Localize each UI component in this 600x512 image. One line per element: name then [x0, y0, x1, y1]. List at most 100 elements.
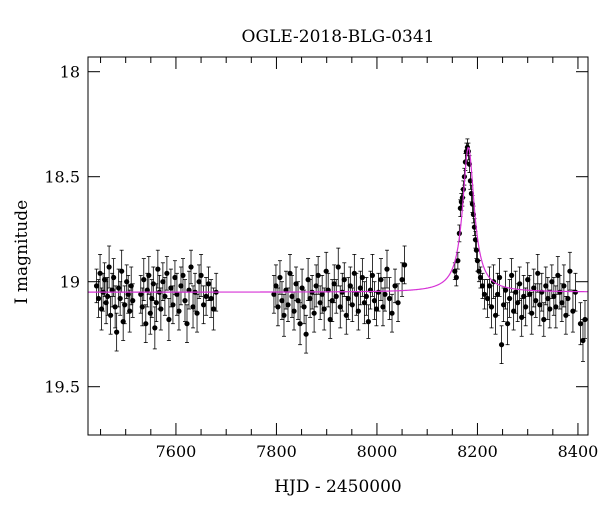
data-point: [188, 264, 194, 270]
data-point: [472, 237, 479, 243]
data-point: [533, 298, 539, 304]
data-points: [93, 138, 588, 365]
data-point: [93, 283, 100, 289]
data-point: [160, 279, 166, 285]
y-tick-label: 19: [60, 273, 80, 292]
data-point: [287, 270, 293, 276]
data-point: [97, 270, 103, 276]
y-tick-label: 18: [60, 63, 80, 82]
data-point: [507, 295, 513, 302]
data-point: [211, 306, 217, 312]
data-point: [321, 306, 327, 312]
data-point: [277, 274, 283, 281]
data-point: [198, 272, 204, 278]
data-point: [399, 277, 405, 283]
plot-frame: [87, 56, 589, 436]
data-point: [293, 281, 299, 287]
data-point: [389, 310, 395, 316]
data-point: [494, 291, 501, 297]
data-point: [196, 279, 202, 285]
data-point: [141, 277, 147, 283]
data-point: [486, 283, 493, 289]
y-tick-label: 18.5: [44, 168, 80, 187]
data-point: [119, 268, 125, 274]
data-point: [517, 281, 523, 287]
data-point: [345, 295, 351, 302]
data-point: [527, 291, 533, 297]
data-point: [547, 306, 553, 312]
data-point: [208, 295, 214, 302]
data-point: [521, 293, 527, 299]
data-point: [273, 283, 279, 289]
data-point: [143, 321, 149, 327]
data-point: [178, 283, 184, 289]
data-point: [380, 304, 386, 310]
data-point: [492, 312, 499, 318]
data-point: [361, 300, 367, 306]
data-point: [477, 274, 484, 281]
data-point: [174, 291, 180, 297]
data-point: [329, 298, 335, 304]
data-point: [194, 310, 200, 316]
data-point: [498, 342, 505, 348]
data-point: [182, 298, 188, 304]
x-tick-label: 7600: [156, 442, 197, 461]
data-point: [206, 281, 212, 287]
data-point: [303, 331, 309, 337]
data-point: [153, 300, 159, 306]
data-point: [337, 304, 343, 310]
data-point: [203, 293, 209, 299]
data-point: [355, 308, 361, 314]
data-point: [184, 321, 190, 327]
data-point: [307, 295, 313, 302]
data-point: [130, 298, 136, 304]
data-point: [108, 312, 114, 318]
data-point: [541, 316, 547, 323]
data-point: [155, 266, 161, 272]
data-point: [577, 321, 584, 327]
data-point: [186, 287, 192, 293]
data-point: [335, 264, 341, 270]
data-point: [496, 274, 503, 281]
data-point: [200, 302, 207, 308]
data-point: [537, 302, 543, 308]
x-tick-label: 7800: [256, 442, 297, 461]
data-point: [563, 312, 569, 318]
data-point: [146, 272, 152, 278]
data-point: [359, 274, 365, 281]
data-point: [567, 268, 573, 274]
data-point: [176, 308, 182, 314]
data-point: [331, 281, 337, 287]
data-point: [162, 293, 168, 299]
data-point: [531, 285, 537, 291]
data-point: [170, 302, 176, 308]
data-point: [271, 291, 277, 297]
data-point: [559, 300, 565, 306]
data-point: [101, 277, 108, 283]
data-point: [122, 302, 128, 308]
data-point: [319, 291, 325, 297]
data-point: [513, 289, 519, 295]
data-point: [500, 302, 507, 308]
data-point: [553, 304, 559, 310]
data-point: [551, 293, 557, 299]
x-tick-label: 8000: [357, 442, 398, 461]
data-point: [172, 274, 178, 281]
data-point: [401, 262, 408, 268]
data-point: [392, 283, 398, 289]
data-point: [453, 274, 459, 281]
data-point: [158, 306, 164, 312]
data-point: [315, 272, 321, 278]
data-point: [323, 268, 329, 274]
data-point: [529, 310, 535, 316]
y-tick-label: 19.5: [44, 378, 80, 397]
data-point: [301, 304, 307, 310]
data-point: [112, 304, 118, 310]
data-point: [127, 308, 133, 314]
data-point: [152, 325, 158, 331]
data-point: [369, 272, 376, 278]
data-point: [150, 281, 156, 287]
data-point: [114, 329, 120, 335]
data-point: [347, 283, 353, 289]
